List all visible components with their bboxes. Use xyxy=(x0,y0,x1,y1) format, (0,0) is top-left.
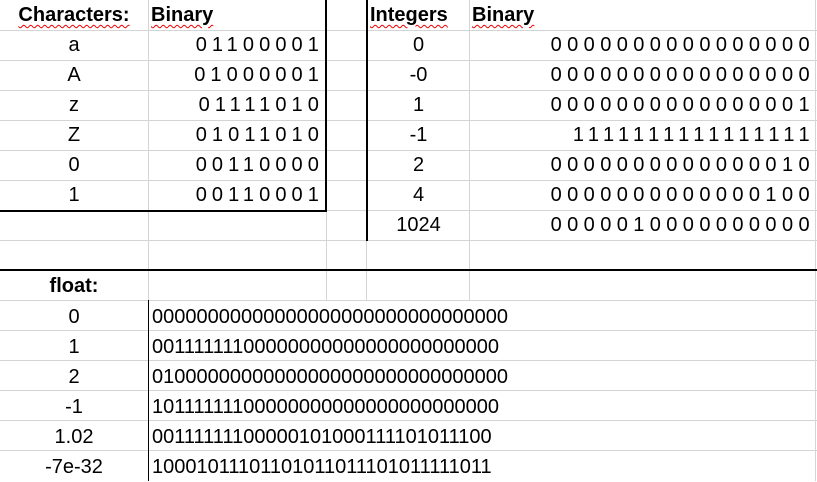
float-cell[interactable]: -7e-32 xyxy=(45,456,103,478)
char-cell[interactable]: A xyxy=(67,64,81,86)
float-binary-cell[interactable]: 01000000000000000000000000000000 xyxy=(152,366,508,388)
grid-line xyxy=(0,240,817,241)
grid-line xyxy=(0,420,817,421)
table-border xyxy=(0,269,817,271)
float-binary-cell[interactable]: 00111111100000101000111101011100 xyxy=(152,426,492,448)
char-cell[interactable]: 1 xyxy=(68,184,80,206)
char-binary-cell[interactable]: 01111010 xyxy=(198,94,324,116)
grid-line xyxy=(469,0,470,300)
float-cell[interactable]: 0 xyxy=(68,306,80,328)
grid-line xyxy=(0,180,817,181)
integers-binary-header[interactable]: Binary xyxy=(472,4,535,26)
int-cell[interactable]: 4 xyxy=(412,184,425,206)
table-border xyxy=(148,300,149,481)
int-binary-cell[interactable]: 0000000000000000 xyxy=(550,64,815,86)
grid-line xyxy=(0,330,817,331)
int-binary-cell[interactable]: 0000000000000001 xyxy=(550,94,815,116)
float-cell[interactable]: 2 xyxy=(68,366,80,388)
int-binary-cell[interactable]: 1111111111111111 xyxy=(572,124,815,146)
int-cell[interactable]: 1 xyxy=(412,94,425,116)
grid-line xyxy=(0,300,817,301)
grid-line xyxy=(0,150,817,151)
characters-binary-header[interactable]: Binary xyxy=(151,4,214,26)
int-cell[interactable]: 1024 xyxy=(396,214,441,236)
float-cell[interactable]: 1.02 xyxy=(54,426,94,448)
char-cell[interactable]: 0 xyxy=(68,154,80,176)
characters-header[interactable]: Characters: xyxy=(18,4,130,26)
grid-line xyxy=(0,450,817,451)
int-cell[interactable]: -0 xyxy=(409,64,428,86)
char-binary-cell[interactable]: 00110001 xyxy=(195,184,324,206)
table-border xyxy=(0,210,327,212)
grid-line xyxy=(0,360,817,361)
int-binary-cell[interactable]: 0000000000000000 xyxy=(550,34,815,56)
int-binary-cell[interactable]: 0000010000000000 xyxy=(550,214,815,236)
float-binary-cell[interactable]: 10001011101101011011101011111011 xyxy=(152,456,492,478)
integers-header[interactable]: Integers xyxy=(370,4,448,26)
grid-line xyxy=(0,210,817,211)
grid-line xyxy=(0,60,817,61)
grid-line xyxy=(0,390,817,391)
grid-line xyxy=(815,0,816,481)
char-cell[interactable]: a xyxy=(68,34,80,56)
grid-line xyxy=(0,90,817,91)
table-border xyxy=(325,0,327,211)
char-binary-cell[interactable]: 00110000 xyxy=(195,154,324,176)
int-cell[interactable]: 0 xyxy=(412,34,425,56)
grid-line xyxy=(148,0,149,481)
int-binary-cell[interactable]: 0000000000000100 xyxy=(550,184,815,206)
int-cell[interactable]: -1 xyxy=(409,124,428,146)
char-binary-cell[interactable]: 01000001 xyxy=(194,64,324,86)
table-border xyxy=(366,0,368,241)
grid-line xyxy=(0,30,817,31)
char-cell[interactable]: z xyxy=(69,94,79,116)
char-cell[interactable]: Z xyxy=(67,124,81,146)
float-header[interactable]: float: xyxy=(49,275,99,297)
int-binary-cell[interactable]: 0000000000000010 xyxy=(550,154,815,176)
int-cell[interactable]: 2 xyxy=(412,154,425,176)
float-cell[interactable]: -1 xyxy=(65,396,83,418)
char-binary-cell[interactable]: 01011010 xyxy=(195,124,324,146)
float-binary-cell[interactable]: 00111111100000000000000000000000 xyxy=(152,336,500,358)
char-binary-cell[interactable]: 01100001 xyxy=(195,34,324,56)
float-binary-cell[interactable]: 10111111100000000000000000000000 xyxy=(152,396,500,418)
grid-line xyxy=(0,120,817,121)
float-binary-cell[interactable]: 00000000000000000000000000000000 xyxy=(152,306,508,328)
float-cell[interactable]: 1 xyxy=(68,336,80,358)
